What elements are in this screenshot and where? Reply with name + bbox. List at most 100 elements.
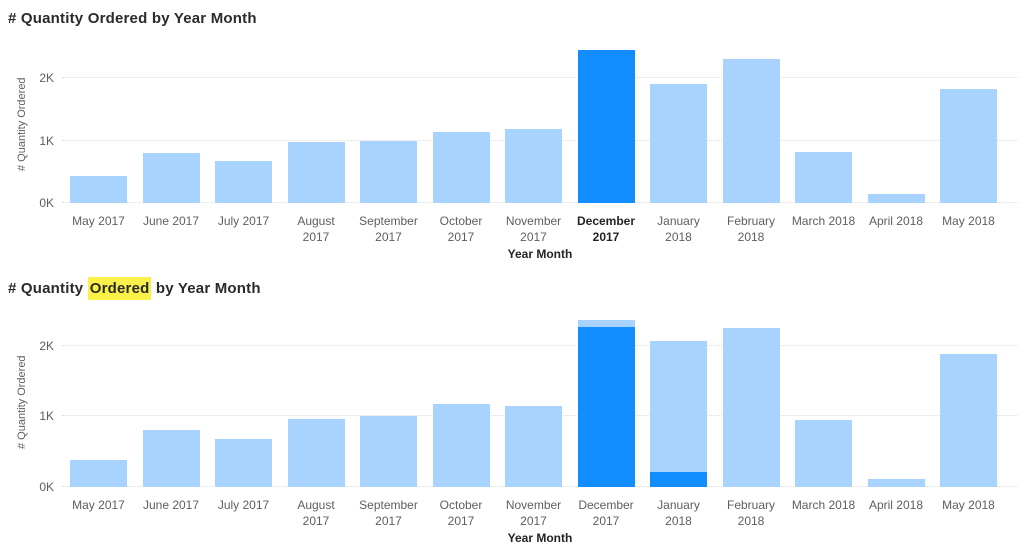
bar-march-2018[interactable] — [795, 420, 852, 487]
bar-may-2017[interactable] — [70, 176, 127, 203]
x-tick-label: March 2018 — [791, 498, 856, 512]
x-tick-label: November 2017 — [505, 214, 562, 244]
bar-segment-default[interactable] — [650, 84, 707, 203]
chart-title-search-highlight: Ordered — [87, 277, 152, 300]
bar-segment-default[interactable] — [795, 420, 852, 487]
y-tick-label: 1K — [39, 409, 54, 424]
bar-segment-default[interactable] — [867, 479, 925, 487]
bar-june-2017[interactable] — [142, 429, 200, 487]
bar-april-2018[interactable] — [867, 479, 925, 487]
bar-september-2017[interactable] — [360, 416, 417, 487]
x-tick-label: August 2017 — [297, 214, 335, 244]
y-tick-label: 1K — [39, 133, 54, 148]
bar-april-2018[interactable] — [867, 194, 925, 203]
bar-july-2017[interactable] — [215, 161, 272, 203]
x-tick-label: October 2017 — [439, 214, 483, 244]
x-tick-label: April 2018 — [868, 214, 924, 228]
bar-segment-highlighted[interactable] — [650, 472, 707, 487]
x-tick-label: November 2017 — [505, 498, 562, 528]
bar-segment-default[interactable] — [287, 418, 345, 487]
bar-segment-default[interactable] — [360, 416, 417, 487]
bar-february-2018[interactable] — [722, 327, 780, 487]
bar-segment-default[interactable] — [795, 151, 852, 203]
bar-may-2018[interactable] — [940, 89, 997, 203]
x-axis-title: Year Month — [507, 531, 573, 545]
x-tick-label: May 2017 — [72, 498, 125, 512]
bar-segment-default[interactable] — [722, 327, 780, 487]
x-tick-label: May 2018 — [942, 498, 995, 512]
bar-segment-default[interactable] — [432, 132, 490, 203]
x-tick-label: July 2017 — [217, 498, 270, 512]
x-tick-label: February 2018 — [726, 214, 776, 244]
bar-september-2017[interactable] — [360, 140, 417, 203]
x-axis-title: Year Month — [507, 247, 573, 261]
x-tick-label: May 2018 — [942, 214, 995, 228]
bar-october-2017[interactable] — [432, 403, 490, 487]
y-tick-label: 0K — [39, 196, 54, 210]
x-tick-label: June 2017 — [142, 498, 200, 512]
x-tick-label: October 2017 — [439, 498, 483, 528]
chart-title-text: # Quantity Ordered by Year Month — [8, 10, 257, 27]
chart-title-text: by Year Month — [151, 280, 261, 297]
x-tick-label: April 2018 — [868, 498, 924, 512]
bar-july-2017[interactable] — [215, 439, 272, 487]
bar-november-2017[interactable] — [505, 129, 562, 203]
bar-november-2017[interactable] — [505, 405, 562, 487]
x-tick-label: June 2017 — [142, 214, 200, 228]
y-tick-label: 0K — [39, 480, 54, 494]
x-tick-label: September 2017 — [359, 498, 418, 528]
plot-area: Year Month 0K 1K 2K May 2017 June 2017 July 2… — [39, 45, 1018, 261]
bar-segment-selected[interactable] — [577, 50, 635, 203]
gridline — [62, 77, 1018, 79]
bar-segment-highlighted[interactable] — [577, 326, 635, 487]
x-tick-label: March 2018 — [791, 214, 856, 228]
bar-chart-quantity-by-yearmonth-bottom: # Quantity Ordered by Year Month # Quant… — [0, 270, 1024, 546]
bar-february-2018[interactable] — [722, 59, 780, 203]
bar-june-2017[interactable] — [142, 153, 200, 203]
bar-segment-default[interactable] — [432, 403, 490, 487]
x-tick-label: September 2017 — [359, 214, 418, 244]
bar-december-2017[interactable] — [577, 319, 635, 487]
y-axis-title: # Quantity Ordered — [16, 77, 28, 171]
y-tick-label: 2K — [39, 338, 54, 353]
x-tick-label: December 2017 — [576, 214, 636, 244]
bar-segment-default[interactable] — [215, 439, 272, 487]
bar-january-2018[interactable] — [650, 84, 707, 203]
bar-segment-dimmed[interactable] — [650, 340, 707, 473]
chart-title: # Quantity Ordered by Year Month — [8, 277, 261, 300]
bar-segment-dimmed[interactable] — [577, 319, 635, 327]
bar-segment-default[interactable] — [360, 140, 417, 203]
bar-segment-default[interactable] — [505, 129, 562, 203]
y-tick-label: 2K — [39, 71, 54, 86]
bar-segment-default[interactable] — [70, 460, 127, 487]
bar-segment-default[interactable] — [287, 142, 345, 203]
chart-title: # Quantity Ordered by Year Month — [8, 10, 257, 27]
bar-may-2018[interactable] — [940, 353, 997, 487]
bar-segment-default[interactable] — [142, 429, 200, 487]
bar-chart-quantity-by-yearmonth-top: # Quantity Ordered by Year Month # Quant… — [0, 0, 1024, 270]
x-tick-label: February 2018 — [726, 498, 776, 528]
chart-title-text: # Quantity — [8, 280, 88, 297]
x-tick-label: January 2018 — [657, 214, 700, 244]
bar-may-2017[interactable] — [70, 460, 127, 487]
bar-segment-default[interactable] — [940, 89, 997, 203]
plot-area: Year Month 0K 1K 2K May 2017 June 2017 July 2… — [39, 317, 1018, 545]
bar-august-2017[interactable] — [287, 142, 345, 203]
x-tick-label: December 2017 — [578, 498, 634, 528]
x-tick-label: July 2017 — [217, 214, 270, 228]
bar-segment-default[interactable] — [505, 405, 562, 487]
bar-segment-default[interactable] — [722, 59, 780, 203]
bar-october-2017[interactable] — [432, 132, 490, 203]
bar-segment-default[interactable] — [70, 176, 127, 203]
bar-january-2018[interactable] — [650, 340, 707, 487]
bar-segment-default[interactable] — [867, 194, 925, 203]
bar-august-2017[interactable] — [287, 418, 345, 487]
bar-december-2017[interactable] — [577, 50, 635, 203]
bar-segment-default[interactable] — [215, 161, 272, 203]
bar-march-2018[interactable] — [795, 151, 852, 203]
bar-segment-default[interactable] — [142, 153, 200, 203]
x-tick-label: January 2018 — [657, 498, 700, 528]
x-tick-label: August 2017 — [297, 498, 335, 528]
bar-segment-default[interactable] — [940, 353, 997, 487]
